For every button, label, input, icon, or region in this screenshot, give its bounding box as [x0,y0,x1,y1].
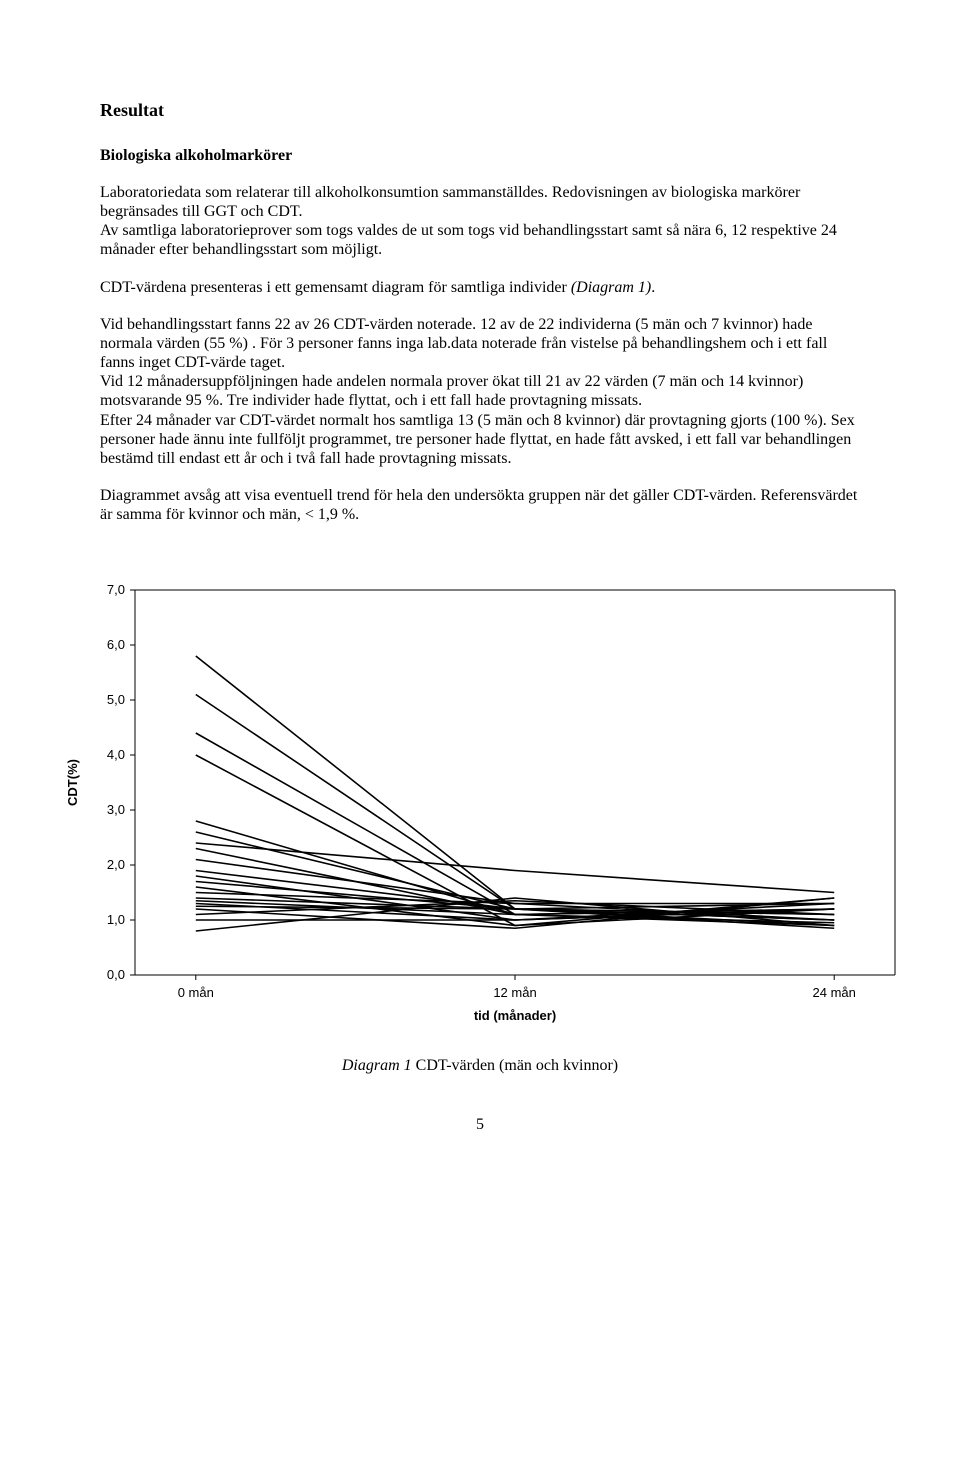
paragraph-3: CDT-värdena presenteras i ett gemensamt … [100,278,860,297]
svg-text:3,0: 3,0 [107,802,125,817]
paragraph-1: Laboratoriedata som relaterar till alkoh… [100,183,860,221]
svg-text:CDT(%): CDT(%) [65,759,80,806]
page-number: 5 [100,1115,860,1134]
svg-text:2,0: 2,0 [107,857,125,872]
svg-text:12 mån: 12 mån [493,985,536,1000]
paragraph-3b: (Diagram 1) [571,279,651,296]
svg-text:7,0: 7,0 [107,582,125,597]
cdt-line-chart-svg: 0,0 1,0 2,0 3,0 4,0 5,0 6,0 7,0 0 mån 12 mån 24 må… [55,575,915,1035]
paragraph-2: Av samtliga laboratorieprover som togs v… [100,221,860,259]
svg-text:24 mån: 24 mån [813,985,856,1000]
svg-text:4,0: 4,0 [107,747,125,762]
paragraph-7: Diagrammet avsåg att visa eventuell tren… [100,486,860,524]
svg-text:5,0: 5,0 [107,692,125,707]
cdt-chart: 0,0 1,0 2,0 3,0 4,0 5,0 6,0 7,0 0 mån 12 mån 24 må… [55,575,860,1040]
paragraph-3c: . [651,279,655,296]
chart-caption: Diagram 1 CDT-värden (män och kvinnor) [100,1056,860,1075]
paragraph-5: Vid 12 månadersuppföljningen hade andele… [100,372,860,410]
caption-rest: CDT-värden (män och kvinnor) [412,1057,618,1074]
section-title: Resultat [100,100,860,122]
caption-prefix: Diagram 1 [342,1057,412,1074]
svg-text:6,0: 6,0 [107,637,125,652]
subsection-title: Biologiska alkoholmarkörer [100,146,860,165]
svg-text:1,0: 1,0 [107,912,125,927]
svg-text:0 mån: 0 mån [178,985,214,1000]
paragraph-4: Vid behandlingsstart fanns 22 av 26 CDT-… [100,315,860,373]
svg-text:0,0: 0,0 [107,967,125,982]
paragraph-6: Efter 24 månader var CDT-värdet normalt … [100,411,860,469]
paragraph-3a: CDT-värdena presenteras i ett gemensamt … [100,279,571,296]
svg-text:tid (månader): tid (månader) [474,1008,556,1023]
